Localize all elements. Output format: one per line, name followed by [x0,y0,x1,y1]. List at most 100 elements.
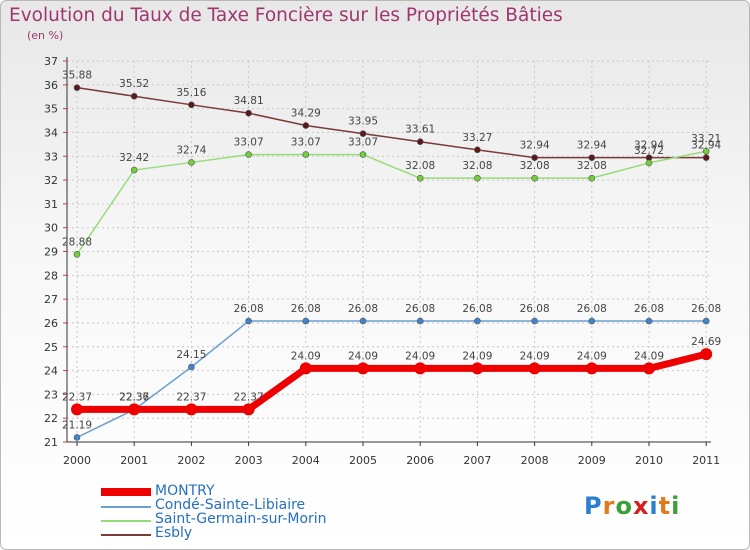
grid [67,60,711,443]
x-tick-label: 2010 [635,454,663,467]
y-tick-label: 21 [44,436,58,449]
y-tick-label: 36 [44,79,58,92]
series-line [73,350,710,413]
data-label: 22.37 [119,391,149,403]
data-label: 32.08 [577,160,607,172]
data-point [645,317,653,325]
data-point [245,151,252,158]
data-point [357,362,369,375]
x-tick-label: 2002 [177,454,205,467]
legend-label-esbly: Esbly [155,525,193,541]
data-label: 24.09 [291,350,321,362]
data-label: 32.94 [577,140,607,152]
data-point [416,138,424,146]
data-label: 33.07 [348,137,378,149]
data-point [588,174,596,182]
legend-swatch-esbly [101,534,151,536]
data-label: 33.61 [405,124,435,136]
data-point [302,122,310,129]
x-tick-label: 2001 [120,454,148,467]
data-label: 26.08 [348,303,378,315]
data-point [299,362,312,375]
x-tick-label: 2000 [63,454,91,467]
data-label: 33.27 [462,132,492,144]
data-label: 26.08 [634,303,664,315]
data-label: 32.08 [462,160,492,172]
data-label: 22.37 [176,391,206,403]
data-point [531,317,538,325]
x-tick-label: 2007 [463,454,491,467]
y-tick-label: 25 [44,341,58,354]
data-label: 33.95 [348,116,378,128]
x-tick-label: 2011 [692,454,720,467]
y-tick-label: 33 [44,150,58,163]
x-tick-label: 2003 [235,454,263,467]
data-label: 26.08 [291,303,321,315]
data-point [528,362,541,375]
data-label: 32.94 [634,140,664,152]
data-label: 24.69 [691,336,721,348]
y-tick-label: 30 [44,222,58,235]
data-label: 22.37 [62,391,92,403]
data-label: 35.16 [176,87,206,99]
data-point [188,363,195,371]
data-point [531,174,538,182]
data-point [73,251,81,258]
data-point [185,403,198,416]
proxiti-logo: Proxiti [584,492,680,520]
data-label: 24.09 [405,350,435,362]
data-point [471,362,484,375]
y-tick-label: 32 [44,174,58,187]
logo-letter: t [658,492,672,520]
y-tick-label: 22 [44,412,58,425]
x-tick-label: 2004 [292,454,320,467]
chart-title: Evolution du Taux de Taxe Foncière sur l… [9,5,563,26]
legend-swatch-conde [101,506,151,508]
data-point [702,317,710,325]
axes: 21 22 23 24 25 26 27 28 29 30 31 32 33 34 35 36 37 2000 20… [44,55,720,467]
data-point [643,362,655,375]
data-label: 34.81 [234,95,264,107]
logo-letter: i [649,492,659,520]
y-tick-label: 27 [44,293,58,306]
y-tick-label: 24 [44,365,58,378]
data-label: 32.94 [520,140,550,152]
data-point [588,317,596,325]
legend-label-conde: Condé-Sainte-Libiaire [155,497,306,513]
data-label: 33.07 [234,137,264,149]
data-point [702,154,710,161]
x-tick-label: 2005 [349,454,377,467]
data-point [474,317,481,325]
logo-letter: r [602,492,616,520]
data-label: 22.36 [119,392,149,404]
data-label: 26.08 [691,303,721,315]
logo-letter: P [584,492,603,520]
data-point [302,151,310,158]
y-tick-label: 26 [44,317,58,330]
data-point [359,130,367,137]
data-label: 21.19 [62,419,92,431]
data-label: 32.08 [405,160,435,172]
chart-subtitle: (en %) [27,29,64,42]
data-label: 34.29 [291,108,321,120]
data-label: 32.94 [691,140,721,152]
data-point [242,403,255,416]
data-point [245,317,252,325]
y-tick-label: 37 [44,55,58,68]
data-label: 28.88 [62,236,92,248]
data-label: 33.21 [691,133,721,145]
data-label: 26.08 [577,303,607,315]
data-point [474,146,481,154]
x-tick-label: 2006 [406,454,434,467]
y-tick-label: 23 [44,388,58,401]
data-point [700,348,713,361]
data-point [188,159,195,166]
data-point [245,109,252,117]
data-label: 26.08 [462,303,492,315]
data-point [130,166,138,174]
data-point [416,317,424,325]
data-label: 26.08 [234,303,264,315]
y-tick-label: 35 [44,103,58,116]
